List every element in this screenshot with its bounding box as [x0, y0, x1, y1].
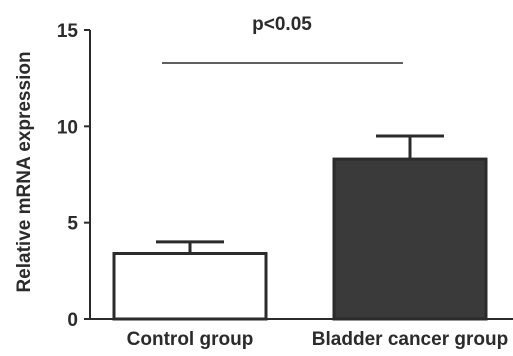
category-label: Control group — [127, 329, 254, 350]
y-tick-label: 10 — [57, 117, 78, 138]
y-tick-label: 15 — [57, 21, 79, 42]
y-ticks: 0 5 10 15 — [57, 21, 90, 331]
category-label: Bladder cancer group — [312, 329, 508, 350]
bar — [112, 251, 268, 321]
y-tick-label: 5 — [67, 214, 78, 235]
bars — [112, 134, 488, 321]
y-tick-label: 0 — [67, 310, 78, 331]
category-labels: Control group Bladder cancer group — [127, 329, 509, 350]
significance-label: p<0.05 — [252, 14, 312, 35]
y-axis-label: Relative mRNA expression — [14, 51, 35, 292]
bar — [332, 157, 488, 321]
